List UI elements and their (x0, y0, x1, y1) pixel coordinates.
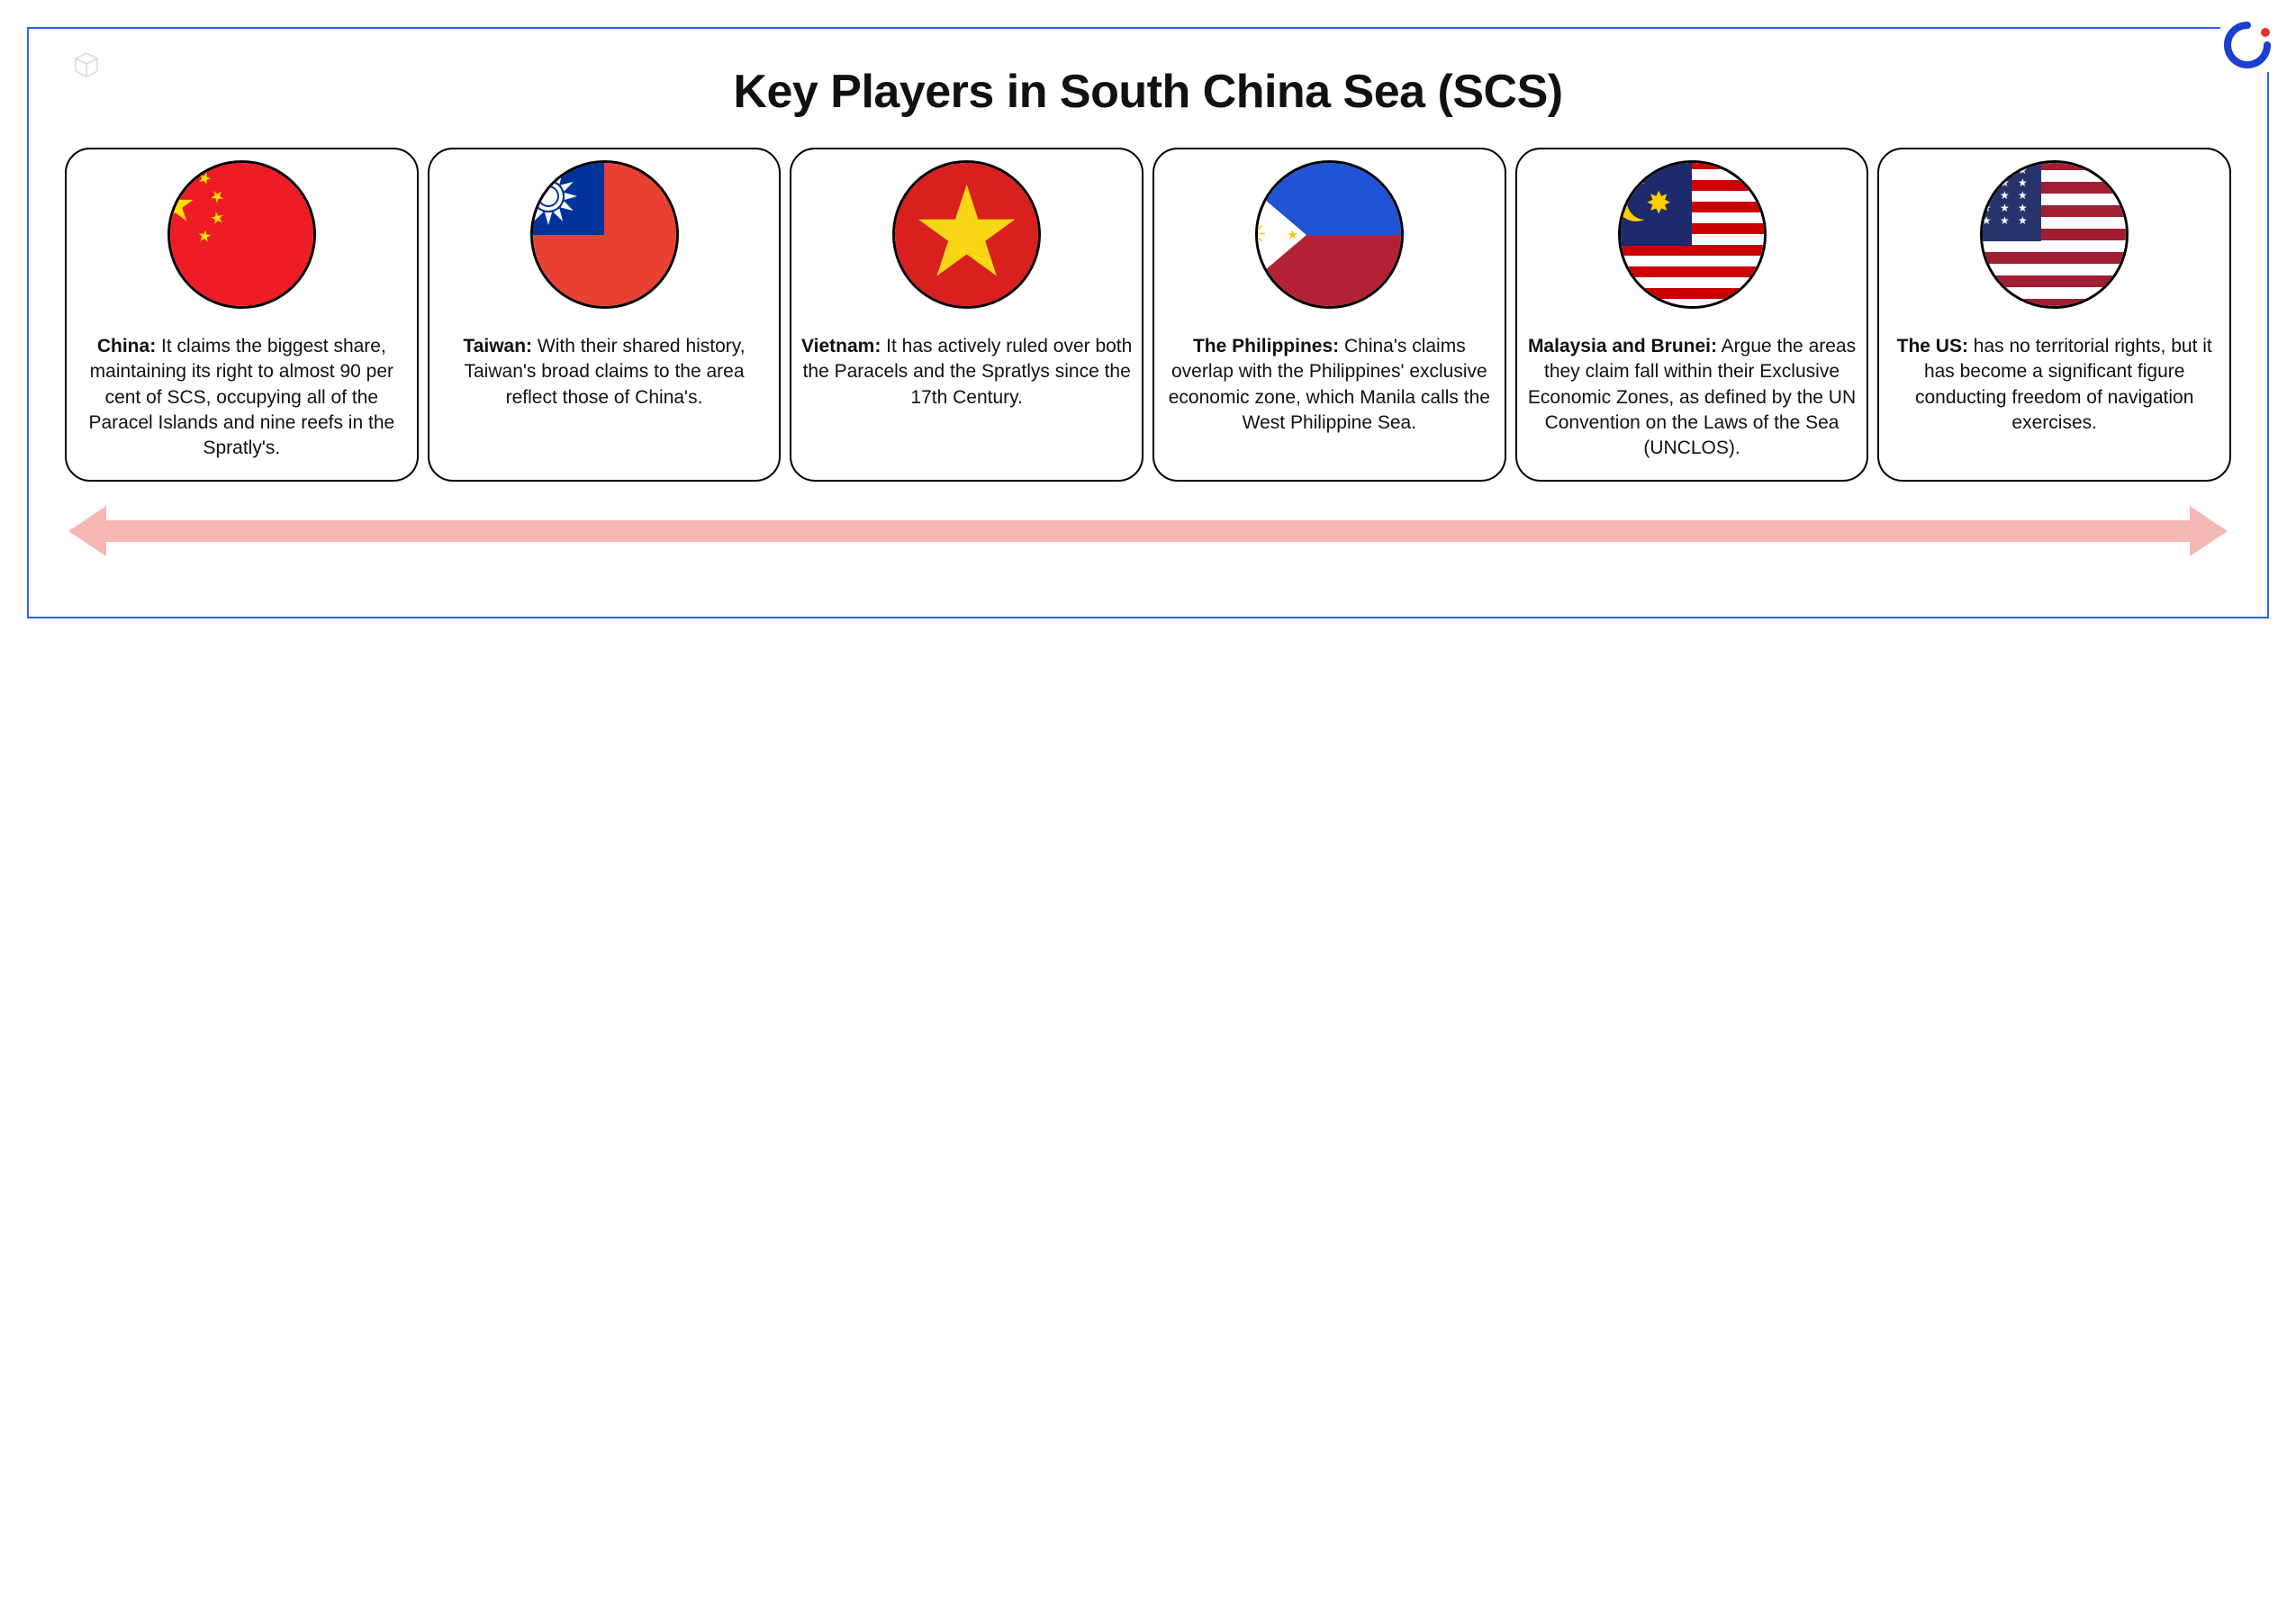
card-text: Vietnam: It has actively ruled over both… (800, 334, 1133, 411)
card-lead: The Philippines: (1193, 336, 1339, 356)
flag-vietnam-icon: ★ (892, 160, 1041, 309)
card-lead: The US: (1897, 336, 1968, 356)
flag-taiwan-icon (530, 160, 679, 309)
logo-icon (2220, 18, 2274, 72)
card-us: ★ ★ ★ ★ ★ ★ ★ ★ ★ ★ ★ ★ ★ ★ ★ ★ ★ ★ ★ ★ … (1877, 148, 2231, 482)
flag-malaysia-icon: ✸ (1618, 160, 1767, 309)
card-philippines: ☀ ★★★ The Philippines: China's claims ov… (1153, 148, 1506, 482)
card-taiwan: Taiwan: With their shared history, Taiwa… (428, 148, 782, 482)
card-vietnam: ★ Vietnam: It has actively ruled over bo… (790, 148, 1143, 482)
card-lead: Taiwan: (463, 336, 532, 356)
flag-philippines-icon: ☀ ★★★ (1255, 160, 1404, 309)
card-text: China: It claims the biggest share, main… (76, 334, 408, 462)
flag-us-icon: ★ ★ ★ ★ ★ ★ ★ ★ ★ ★ ★ ★ ★ ★ ★ ★ ★ ★ ★ ★ … (1980, 160, 2129, 309)
card-lead: Vietnam: (801, 336, 881, 356)
cube-icon (72, 50, 101, 84)
flag-china-icon: ★ ★★★★ (167, 160, 316, 309)
infographic-frame: Key Players in South China Sea (SCS) ★ ★… (27, 27, 2269, 618)
page-title: Key Players in South China Sea (SCS) (65, 65, 2231, 119)
card-text: The Philippines: China's claims overlap … (1163, 334, 1496, 436)
card-text: Malaysia and Brunei: Argue the areas the… (1526, 334, 1858, 462)
double-arrow-icon (74, 509, 2222, 554)
card-china: ★ ★★★★ China: It claims the biggest shar… (65, 148, 419, 482)
card-malaysia-brunei: ✸ Malaysia and Brunei: Argue the areas t… (1515, 148, 1869, 482)
card-text: The US: has no territorial rights, but i… (1888, 334, 2220, 436)
cards-row: ★ ★★★★ China: It claims the biggest shar… (65, 148, 2231, 482)
card-lead: China: (97, 336, 156, 356)
card-lead: Malaysia and Brunei: (1528, 336, 1717, 356)
card-text: Taiwan: With their shared history, Taiwa… (438, 334, 771, 411)
